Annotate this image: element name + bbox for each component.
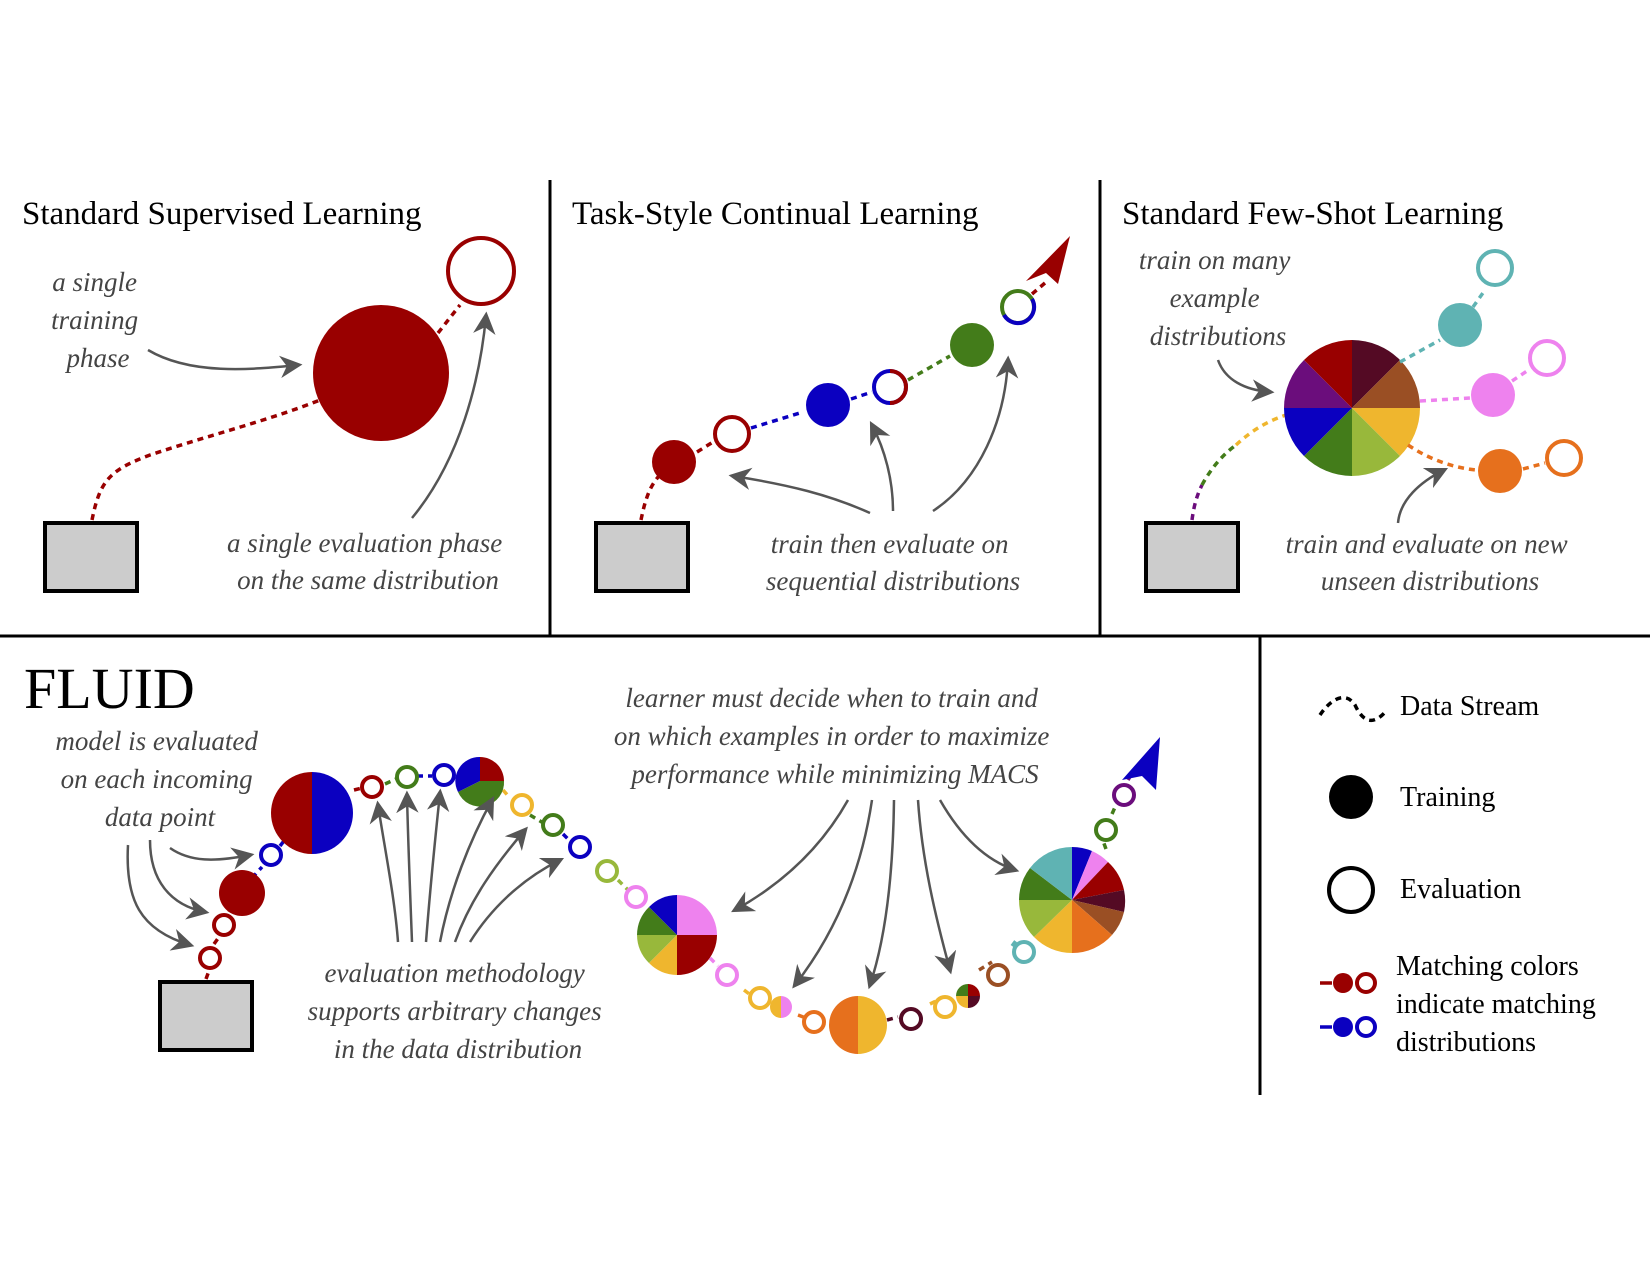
- evaluation-node-orange: [1545, 439, 1583, 477]
- evaluation-node: [715, 963, 739, 987]
- evaluation-node: [432, 763, 456, 787]
- evaluation-node: [212, 913, 236, 937]
- evaluation-node: [899, 1007, 923, 1031]
- legend-data-stream: Data Stream: [1400, 691, 1539, 722]
- panel-fluid: FLUID model is evaluated on each incomin…: [24, 656, 1160, 1064]
- panel-continual: Task-Style Continual Learning train then…: [572, 196, 1070, 596]
- data-source-box: [43, 521, 139, 593]
- training-node-red-blue: [271, 772, 353, 854]
- training-node-orange-yellow: [829, 996, 887, 1054]
- evaluation-node: [360, 775, 384, 799]
- evaluation-node: [1094, 818, 1118, 842]
- note-training-phase: a single training phase: [51, 267, 145, 373]
- training-node-small-mixed: [770, 996, 792, 1018]
- evaluation-node: [624, 885, 648, 909]
- evaluation-node-pink: [1528, 339, 1566, 377]
- training-node-small-quad: [956, 984, 980, 1008]
- evaluation-node: [259, 843, 283, 867]
- training-node-green: [950, 323, 994, 367]
- legend-evaluation: Evaluation: [1400, 874, 1521, 905]
- note-train-many: train on many example distributions: [1139, 245, 1297, 351]
- training-node-red: [652, 440, 696, 484]
- note-evaluation-methodology: evaluation methodology supports arbitrar…: [308, 958, 609, 1064]
- training-node-blue: [806, 383, 850, 427]
- data-source-box: [594, 521, 690, 593]
- evaluation-node-red: [713, 415, 751, 453]
- panel-supervised: Standard Supervised Learning a single tr…: [22, 196, 516, 595]
- panel-title: Task-Style Continual Learning: [572, 196, 978, 232]
- evaluation-node: [510, 793, 534, 817]
- training-node-red: [219, 870, 265, 916]
- evaluation-node: [802, 1010, 826, 1034]
- stream-arrowhead-blue: [1122, 737, 1160, 790]
- evaluation-node: [1012, 940, 1036, 964]
- evaluation-node: [748, 986, 772, 1010]
- note-model-evaluated: model is evaluated on each incoming data…: [55, 726, 264, 832]
- evaluation-node: [568, 835, 592, 859]
- note-evaluation-phase: a single evaluation phase on the same di…: [227, 528, 509, 595]
- training-node-pie-many: [1018, 847, 1126, 954]
- evaluation-node: [198, 946, 222, 970]
- evaluation-legend-icon: [1327, 866, 1375, 914]
- evaluation-node: [541, 813, 565, 837]
- stream-arrowhead-red: [1026, 236, 1070, 284]
- legend: Data Stream Training Evaluation Matching…: [1318, 691, 1603, 1058]
- training-legend-icon: [1329, 775, 1373, 819]
- panel-fewshot: Standard Few-Shot Learning train on many: [1122, 196, 1583, 596]
- training-node-pie-large: [637, 895, 717, 975]
- note-unseen: train and evaluate on new unseen distrib…: [1286, 529, 1575, 596]
- evaluation-node: [986, 963, 1010, 987]
- training-node-pink: [1471, 373, 1515, 417]
- evaluation-node: [395, 765, 419, 789]
- panel-title: Standard Few-Shot Learning: [1122, 196, 1503, 232]
- evaluation-node: [1112, 783, 1136, 807]
- panel-title: Standard Supervised Learning: [22, 196, 422, 232]
- note-learner-decide: learner must decide when to train and on…: [614, 683, 1056, 789]
- training-node-teal: [1438, 303, 1482, 347]
- training-node-orange: [1478, 449, 1522, 493]
- legend-training: Training: [1400, 782, 1495, 813]
- evaluation-node: [446, 236, 516, 306]
- note-sequential: train then evaluate on sequential distri…: [766, 529, 1020, 596]
- training-node: [313, 305, 449, 441]
- evaluation-node: [595, 859, 619, 883]
- pie-many-distributions: [1284, 340, 1420, 476]
- data-source-box: [158, 980, 254, 1052]
- legend-matching: Matching colors indicate matching distri…: [1396, 951, 1603, 1058]
- evaluation-node-teal: [1476, 249, 1514, 287]
- data-source-box: [1144, 521, 1240, 593]
- matching-colors-icon: [1320, 972, 1377, 1038]
- data-stream-icon: [1318, 695, 1389, 723]
- training-node-mixed: [455, 756, 505, 807]
- evaluation-node: [933, 995, 957, 1019]
- fluid-title: FLUID: [24, 656, 195, 721]
